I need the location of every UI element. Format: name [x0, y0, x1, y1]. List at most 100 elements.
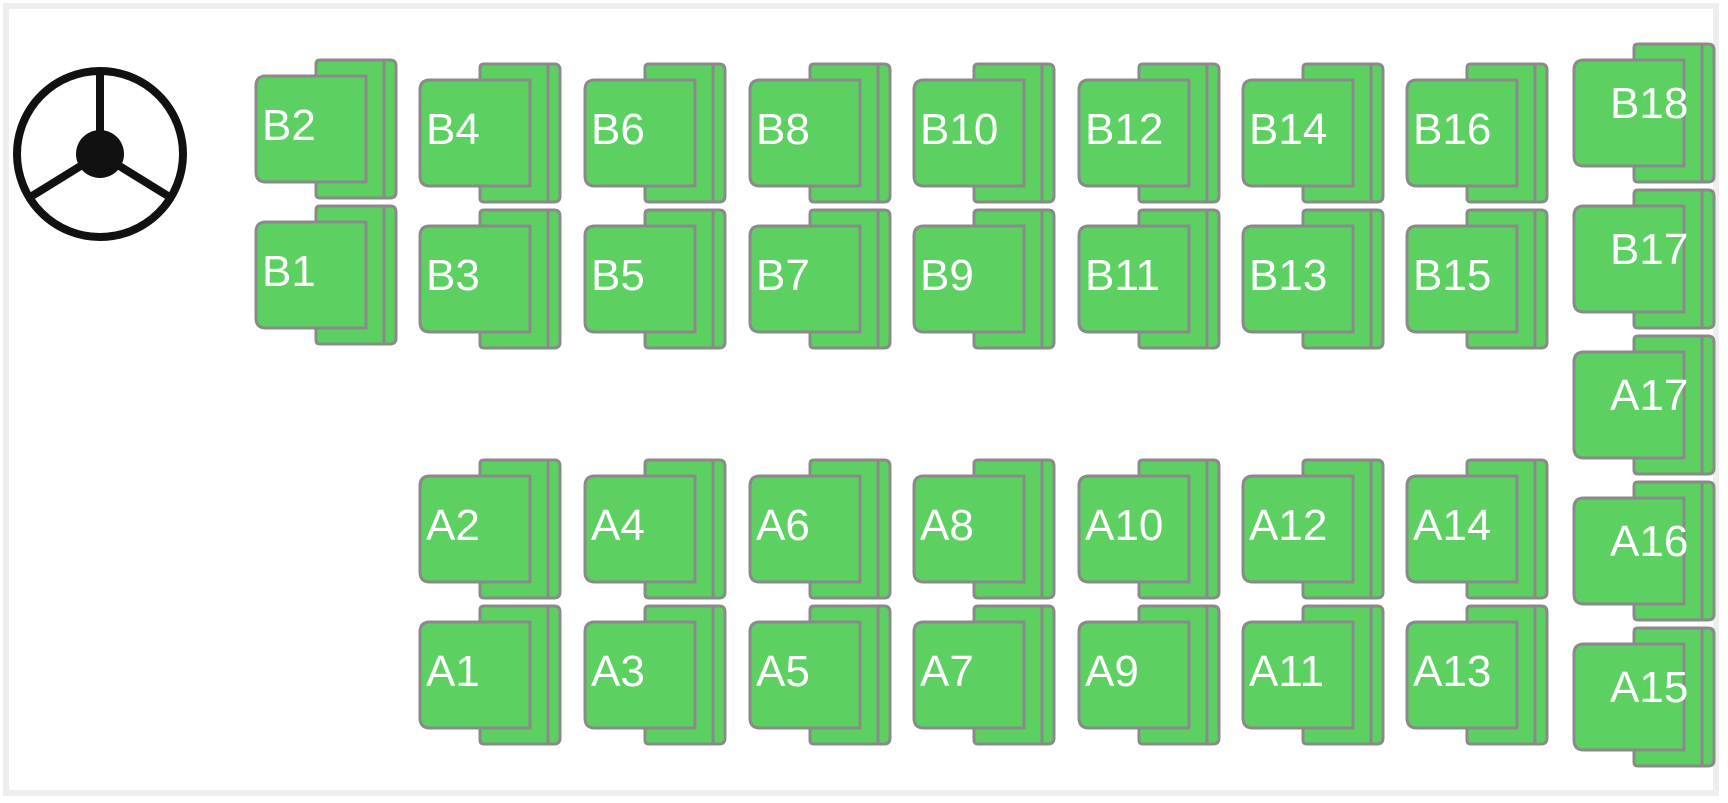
seat-a13[interactable]: A13: [1403, 604, 1550, 746]
seat-label: A3: [591, 647, 645, 696]
seat-b16[interactable]: B16: [1403, 62, 1550, 204]
seat-b1[interactable]: B1: [252, 204, 399, 346]
seat-label: A16: [1610, 517, 1689, 566]
seat-label: A8: [920, 501, 974, 550]
seat-icon: [583, 604, 727, 746]
seat-label: B1: [262, 247, 316, 296]
seat-icon: [748, 458, 892, 600]
seat-label: A10: [1085, 501, 1164, 550]
seat-label: A7: [920, 647, 974, 696]
seat-label: A15: [1610, 663, 1689, 712]
seat-label: A14: [1413, 501, 1492, 550]
seat-b18[interactable]: B18: [1570, 42, 1717, 184]
seat-icon: [1572, 334, 1716, 476]
seat-icon: [418, 62, 562, 204]
seat-icon: [254, 58, 398, 200]
seat-b7[interactable]: B7: [746, 208, 893, 350]
seat-b17[interactable]: B17: [1570, 188, 1717, 330]
seat-b8[interactable]: B8: [746, 62, 893, 204]
seat-icon: [1077, 458, 1221, 600]
seat-a9[interactable]: A9: [1075, 604, 1222, 746]
seat-label: B15: [1413, 251, 1492, 300]
seat-b12[interactable]: B12: [1075, 62, 1222, 204]
seat-label: B14: [1249, 105, 1328, 154]
seat-icon: [912, 62, 1056, 204]
seat-b14[interactable]: B14: [1239, 62, 1386, 204]
seat-icon: [1077, 62, 1221, 204]
seat-a11[interactable]: A11: [1239, 604, 1386, 746]
seat-label: A1: [426, 647, 480, 696]
seat-label: A9: [1085, 647, 1139, 696]
seat-b10[interactable]: B10: [910, 62, 1057, 204]
seat-b6[interactable]: B6: [581, 62, 728, 204]
seat-label: B5: [591, 251, 645, 300]
seat-label: B12: [1085, 105, 1164, 154]
seat-a2[interactable]: A2: [416, 458, 563, 600]
seat-a16[interactable]: A16: [1570, 480, 1717, 622]
seat-a6[interactable]: A6: [746, 458, 893, 600]
seat-label: A2: [426, 501, 480, 550]
seat-icon: [1241, 208, 1385, 350]
seat-a7[interactable]: A7: [910, 604, 1057, 746]
seat-label: A5: [756, 647, 810, 696]
seat-icon: [1405, 208, 1549, 350]
seat-b3[interactable]: B3: [416, 208, 563, 350]
seat-icon: [1572, 42, 1716, 184]
seat-icon: [748, 604, 892, 746]
seat-a14[interactable]: A14: [1403, 458, 1550, 600]
seat-label: A12: [1249, 501, 1328, 550]
seat-icon: [1405, 604, 1549, 746]
seat-a12[interactable]: A12: [1239, 458, 1386, 600]
seat-a1[interactable]: A1: [416, 604, 563, 746]
seat-icon: [1405, 62, 1549, 204]
seat-a17[interactable]: A17: [1570, 334, 1717, 476]
seat-label: B16: [1413, 105, 1492, 154]
seat-b2[interactable]: B2: [252, 58, 399, 200]
seat-icon: [912, 208, 1056, 350]
seat-label: B6: [591, 105, 645, 154]
seat-icon: [1241, 62, 1385, 204]
seat-a15[interactable]: A15: [1570, 626, 1717, 768]
seat-label: B3: [426, 251, 480, 300]
seat-b4[interactable]: B4: [416, 62, 563, 204]
seat-label: B7: [756, 251, 810, 300]
seat-icon: [748, 62, 892, 204]
seat-icon: [912, 604, 1056, 746]
seat-label: B2: [262, 101, 316, 150]
seat-label: B17: [1610, 225, 1689, 274]
seat-icon: [254, 204, 398, 346]
seat-label: B9: [920, 251, 974, 300]
seat-label: A17: [1610, 371, 1689, 420]
seat-b9[interactable]: B9: [910, 208, 1057, 350]
seat-b15[interactable]: B15: [1403, 208, 1550, 350]
seat-a3[interactable]: A3: [581, 604, 728, 746]
seat-a5[interactable]: A5: [746, 604, 893, 746]
seat-label: B8: [756, 105, 810, 154]
seat-label: B4: [426, 105, 480, 154]
seat-icon: [1572, 480, 1716, 622]
seat-label: A11: [1249, 647, 1325, 696]
seat-a4[interactable]: A4: [581, 458, 728, 600]
seat-icon: [1572, 626, 1716, 768]
seat-b13[interactable]: B13: [1239, 208, 1386, 350]
seat-label: A13: [1413, 647, 1492, 696]
seat-label: B13: [1249, 251, 1328, 300]
seat-icon: [1241, 604, 1385, 746]
seat-b5[interactable]: B5: [581, 208, 728, 350]
seat-label: A6: [756, 501, 810, 550]
seat-icon: [748, 208, 892, 350]
seat-label: B10: [920, 105, 999, 154]
seat-icon: [583, 458, 727, 600]
seat-icon: [418, 604, 562, 746]
seat-label: B18: [1610, 79, 1689, 128]
seat-icon: [583, 208, 727, 350]
seat-label: A4: [591, 501, 645, 550]
seat-icon: [1077, 604, 1221, 746]
seat-b11[interactable]: B11: [1075, 208, 1222, 350]
seat-a10[interactable]: A10: [1075, 458, 1222, 600]
seat-a8[interactable]: A8: [910, 458, 1057, 600]
seat-icon: [1077, 208, 1221, 350]
seat-icon: [912, 458, 1056, 600]
seat-icon: [583, 62, 727, 204]
seat-icon: [1241, 458, 1385, 600]
